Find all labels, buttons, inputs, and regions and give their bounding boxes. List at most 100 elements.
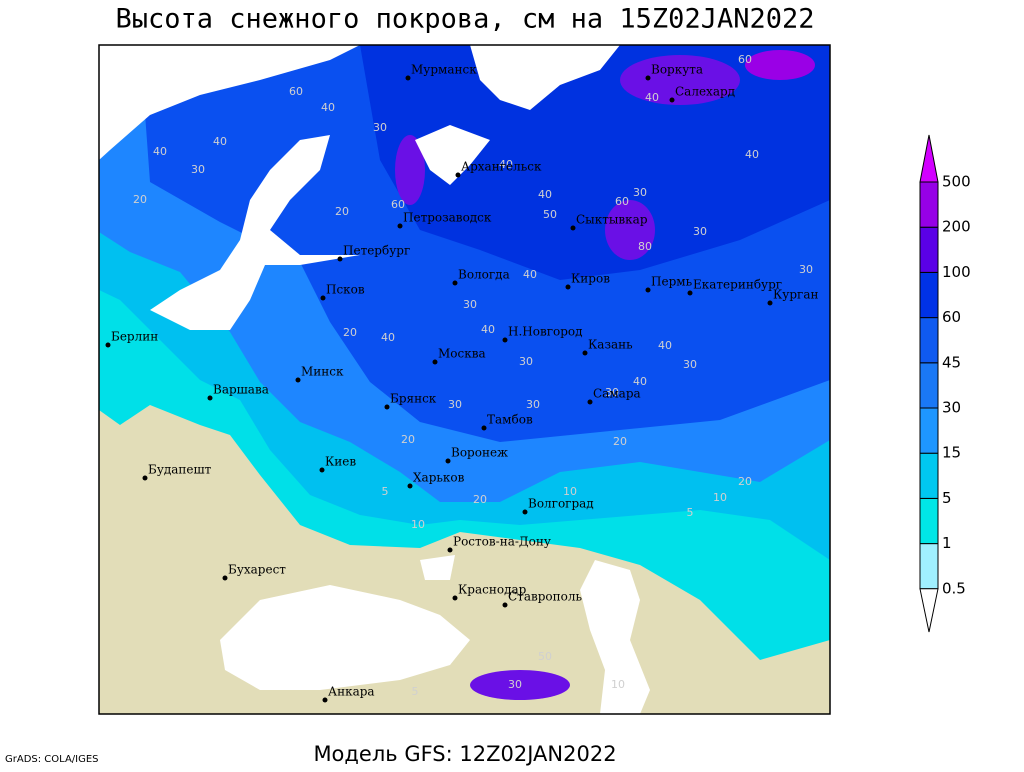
sea-black [220,585,470,690]
contour-label: 80 [638,240,652,253]
contour-label: 50 [543,208,557,221]
city-label: Бухарест [228,563,286,577]
contour-label: 30 [373,121,387,134]
city-label: Берлин [111,330,158,344]
colorbar-box [919,226,939,273]
contour-label: 60 [289,85,303,98]
colorbar-box [919,181,939,228]
city-label: Волгоград [528,497,594,511]
city-dot [452,280,458,286]
colorbar-end [919,588,939,633]
city-dot [445,458,451,464]
contour-label: 20 [335,205,349,218]
contour-label: 30 [191,163,205,176]
contour-label: 30 [448,398,462,411]
colorbar-label: 15 [942,444,961,462]
city-dot [767,300,773,306]
city-label: Киров [571,272,610,286]
city-label: Краснодар [458,583,527,597]
city-dot [645,287,651,293]
contour-label: 40 [538,188,552,201]
city-dot [481,425,487,431]
contour-labels: 60 40 40 30 30 20 40 20 60 30 40 40 60 40 40 30 30 40 20 40… [133,53,813,698]
contour-label: 20 [133,193,147,206]
city-dot [502,337,508,343]
city-dot [565,284,571,290]
city-label: Салехард [675,85,735,99]
contour-label: 40 [153,145,167,158]
city-dot [452,595,458,601]
city-label: Самара [593,387,641,401]
contour-label: 20 [738,475,752,488]
contour-label: 30 [508,678,522,691]
city-dot [405,75,411,81]
city-label: Мурманск [411,63,477,77]
city-label: Москва [438,347,486,361]
city-label: Харьков [413,471,465,485]
city-label: Ростов-на-Дону [453,535,551,549]
sea-barents [470,45,620,110]
contour-label: 40 [499,158,513,171]
contour-label: 20 [343,326,357,339]
contour-label: 5 [382,485,389,498]
city-label: Вологда [458,268,510,282]
contour-label: 30 [519,355,533,368]
city-label: Архангельск [461,160,542,174]
colorbar-label: 45 [942,353,961,371]
city-dot [502,602,508,608]
colorbar-box [919,362,939,409]
contour-label: 30 [683,358,697,371]
city-dot [407,483,413,489]
cities: Мурманск Воркута Салехард Архангельск Петроз… [105,63,818,703]
city-dot [687,290,693,296]
contour-label: 30 [633,186,647,199]
credit: GrADS: COLA/IGES [5,754,99,765]
city-dot [295,377,301,383]
sea-caspian [580,560,650,714]
city-dot [669,97,675,103]
contour-label: 10 [563,485,577,498]
city-dot [447,547,453,553]
sea-baltic [150,135,360,330]
contour-label: 40 [745,148,759,161]
city-label: Воронеж [451,446,508,460]
city-dot [384,404,390,410]
snow-purple [605,200,655,260]
colorbar-label: 500 [942,173,971,191]
colorbar-label: 60 [942,308,961,326]
contour-label: 40 [633,375,647,388]
contour-label: 5 [687,506,694,519]
contour-label: 40 [381,331,395,344]
city-dot [397,223,403,229]
city-dot [522,509,528,515]
contour-label: 60 [391,198,405,211]
contour-label: 40 [523,268,537,281]
city-dot [222,575,228,581]
sea-white [415,125,490,185]
contour-label: 30 [799,263,813,276]
city-label: Анкара [328,685,375,699]
colorbar-label: 200 [942,218,971,236]
colorbar-box [919,452,939,499]
city-label: Пермь [651,275,693,289]
colorbar-box [919,271,939,319]
sea-azov [420,555,455,580]
contour-label: 5 [412,685,419,698]
city-dot [587,399,593,405]
city-label: Псков [326,283,365,297]
city-dot [645,75,651,81]
city-label: Варшава [213,383,269,397]
city-label: Екатеринбург [693,278,782,292]
contour-label: 20 [473,493,487,506]
city-label: Минск [301,365,344,379]
city-dot [337,256,343,262]
colorbar-end [919,134,939,183]
map-frame [98,44,831,715]
city-label: Будапешт [148,463,212,477]
contour-label: 30 [526,398,540,411]
city-dot [582,350,588,356]
contour-label: 60 [615,195,629,208]
city-label: Петербург [343,244,410,258]
contour-label: 10 [713,491,727,504]
